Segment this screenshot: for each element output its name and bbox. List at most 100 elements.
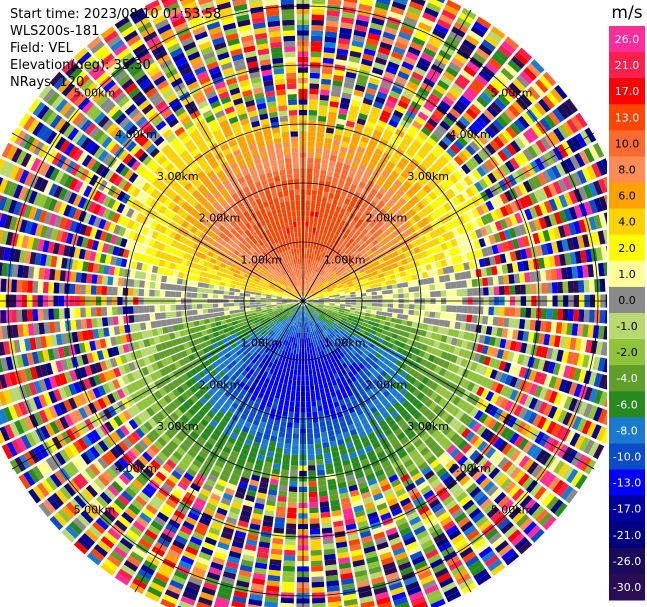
velocity-gate [375, 415, 384, 423]
velocity-gate [349, 50, 362, 59]
velocity-gate [348, 406, 356, 414]
velocity-gate [473, 437, 484, 449]
velocity-gate [372, 378, 380, 386]
velocity-gate [394, 255, 401, 262]
velocity-gate [389, 274, 396, 280]
velocity-gate [369, 317, 376, 322]
velocity-gate [374, 318, 381, 324]
velocity-gate [344, 414, 352, 421]
velocity-gate [405, 326, 412, 333]
velocity-gate [529, 271, 536, 283]
velocity-gate [516, 514, 530, 528]
velocity-gate [329, 298, 335, 301]
velocity-gate [292, 444, 299, 450]
velocity-gate [358, 388, 366, 396]
velocity-gate [405, 269, 412, 276]
velocity-gate [538, 489, 551, 504]
velocity-gate [389, 502, 401, 512]
velocity-gate [564, 430, 576, 445]
velocity-gate [385, 280, 392, 286]
velocity-gate [338, 309, 345, 313]
velocity-gate [416, 252, 423, 260]
velocity-gate [435, 290, 441, 297]
velocity-gate [552, 362, 561, 376]
velocity-gate [338, 37, 351, 45]
velocity-gate [562, 176, 573, 191]
velocity-gate [530, 483, 543, 497]
velocity-gate [433, 253, 441, 262]
velocity-gate [472, 537, 487, 550]
velocity-gate [514, 378, 523, 390]
velocity-gate [424, 398, 434, 408]
velocity-gate [410, 0, 426, 7]
velocity-gate [406, 463, 417, 473]
velocity-gate [397, 492, 409, 502]
velocity-gate [589, 309, 595, 323]
velocity-gate [390, 423, 400, 432]
velocity-gate [429, 459, 441, 469]
velocity-gate [392, 308, 399, 314]
velocity-gate [398, 293, 404, 299]
velocity-gate [304, 343, 307, 349]
velocity-gate [449, 273, 456, 281]
velocity-gate [506, 240, 515, 251]
velocity-gate [485, 379, 494, 390]
velocity-gate [342, 362, 348, 369]
velocity-gate [276, 387, 282, 394]
velocity-gate [310, 539, 322, 546]
velocity-gate [306, 280, 309, 286]
velocity-gate [351, 161, 360, 169]
velocity-gate [374, 446, 384, 454]
velocity-gate [481, 550, 496, 563]
velocity-gate [338, 323, 344, 328]
velocity-gate [319, 99, 329, 107]
velocity-gate [364, 445, 374, 453]
velocity-gate [306, 286, 309, 292]
velocity-gate [380, 315, 387, 321]
velocity-gate [484, 554, 500, 568]
velocity-gate [351, 195, 359, 203]
velocity-gate [504, 374, 513, 386]
velocity-gate [548, 198, 558, 212]
velocity-gate [387, 308, 393, 313]
velocity-gate [306, 406, 312, 413]
velocity-gate [319, 321, 324, 327]
velocity-gate [312, 313, 317, 318]
velocity-gate [443, 343, 451, 352]
velocity-gate [333, 277, 340, 282]
velocity-gate [312, 295, 318, 298]
velocity-gate [416, 61, 429, 72]
velocity-gate [514, 452, 526, 465]
velocity-gate [486, 83, 500, 96]
velocity-gate [317, 281, 323, 287]
velocity-gate [299, 343, 302, 349]
velocity-gate [363, 265, 370, 271]
velocity-gate [324, 266, 329, 272]
velocity-gate [375, 331, 382, 338]
velocity-gate [453, 155, 464, 166]
velocity-gate [494, 371, 503, 382]
velocity-gate [344, 210, 351, 217]
velocity-gate [309, 83, 320, 90]
velocity-gate [313, 330, 318, 336]
velocity-gate [428, 318, 435, 325]
velocity-gate [472, 52, 487, 65]
velocity-gate [543, 403, 553, 417]
velocity-gate [305, 332, 308, 338]
velocity-gate [400, 184, 409, 193]
velocity-gate [318, 212, 324, 219]
velocity-gate [440, 259, 448, 267]
velocity-gate [542, 360, 551, 373]
velocity-gate [306, 293, 311, 298]
velocity-gate [563, 223, 572, 237]
velocity-gate [470, 323, 477, 333]
velocity-gate [561, 322, 568, 335]
velocity-gate [445, 257, 453, 266]
velocity-gate [339, 266, 345, 272]
velocity-gate [402, 440, 413, 450]
velocity-gate [307, 296, 313, 299]
velocity-gate [519, 393, 529, 406]
velocity-gate [344, 76, 356, 84]
velocity-gate [354, 313, 360, 318]
velocity-gate [432, 325, 439, 333]
